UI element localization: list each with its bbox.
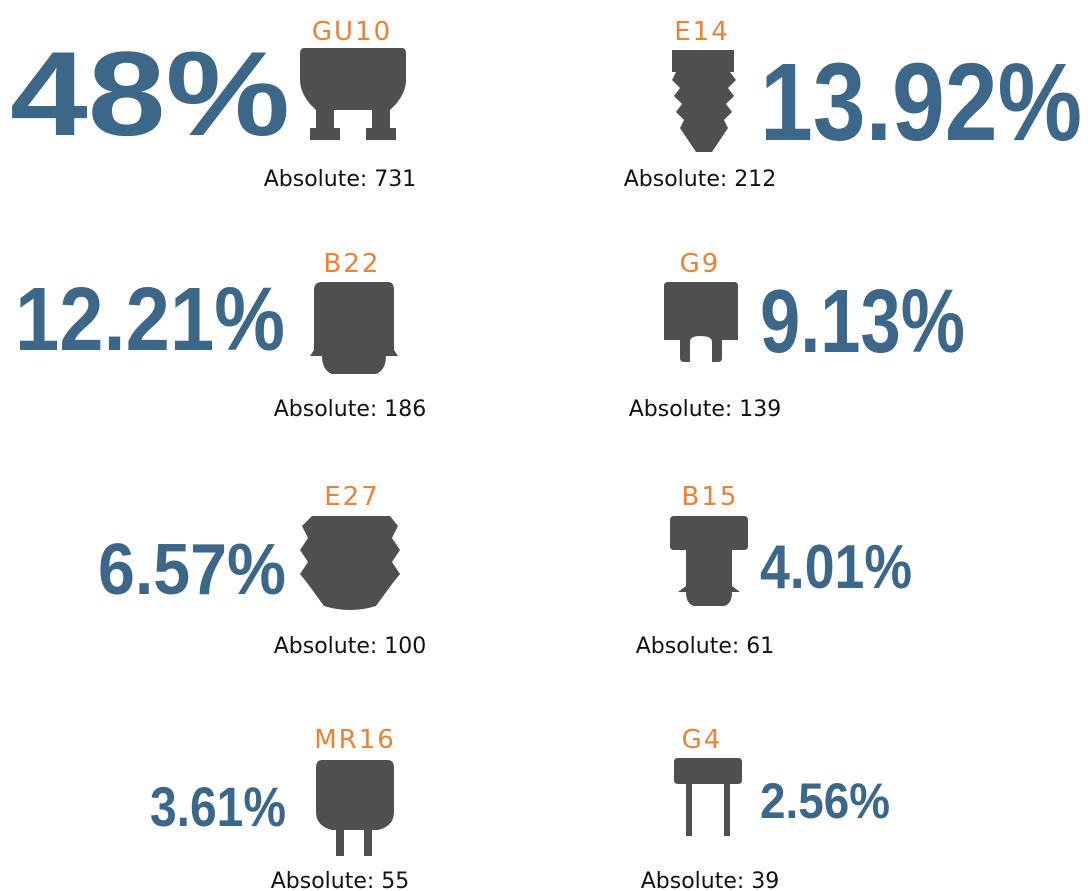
base-label: E14: [674, 17, 730, 47]
percent: 6.57%: [98, 530, 286, 610]
icon-b22: [310, 282, 398, 374]
icon-e14: [672, 50, 736, 152]
percent: 9.13%: [760, 272, 965, 372]
icon-b15: [670, 516, 748, 606]
absolute: Absolute: 100: [274, 634, 427, 659]
icon-gu10: [300, 48, 406, 140]
percent: 13.92%: [760, 41, 1082, 164]
icon-mr16: [316, 760, 394, 856]
bulb-item: E27 6.57% Absolute: 100: [98, 482, 426, 659]
absolute: Absolute: 55: [271, 869, 410, 891]
percent: 2.56%: [760, 773, 890, 829]
percent: 4.01%: [760, 533, 912, 602]
bulb-item: B22 12.21% Absolute: 186: [15, 249, 426, 422]
absolute: Absolute: 139: [629, 397, 782, 422]
base-label: G4: [682, 725, 723, 755]
absolute: Absolute: 212: [624, 167, 777, 192]
percent: 3.61%: [150, 775, 286, 838]
base-label: B22: [324, 249, 381, 279]
bulb-item: G4 2.56% Absolute: 39: [641, 725, 890, 891]
percent: 48%: [10, 27, 290, 161]
base-label: B15: [682, 482, 739, 512]
bulb-item: E14 13.92% Absolute: 212: [624, 17, 1082, 192]
absolute: Absolute: 731: [264, 167, 417, 192]
percent: 12.21%: [15, 270, 285, 370]
bulb-item: B15 4.01% Absolute: 61: [636, 482, 912, 659]
base-label: E27: [324, 482, 380, 512]
base-label: G9: [680, 249, 721, 279]
icon-g4: [674, 758, 742, 836]
icon-e27: [300, 516, 400, 610]
icon-g9: [664, 282, 738, 362]
absolute: Absolute: 61: [636, 634, 775, 659]
bulb-item: GU10 48% Absolute: 731: [10, 17, 416, 192]
base-label: GU10: [312, 17, 392, 47]
absolute: Absolute: 186: [274, 397, 427, 422]
absolute: Absolute: 39: [641, 869, 780, 891]
bulb-item: MR16 3.61% Absolute: 55: [150, 725, 409, 891]
base-label: MR16: [314, 725, 396, 755]
bulb-item: G9 9.13% Absolute: 139: [629, 249, 965, 422]
